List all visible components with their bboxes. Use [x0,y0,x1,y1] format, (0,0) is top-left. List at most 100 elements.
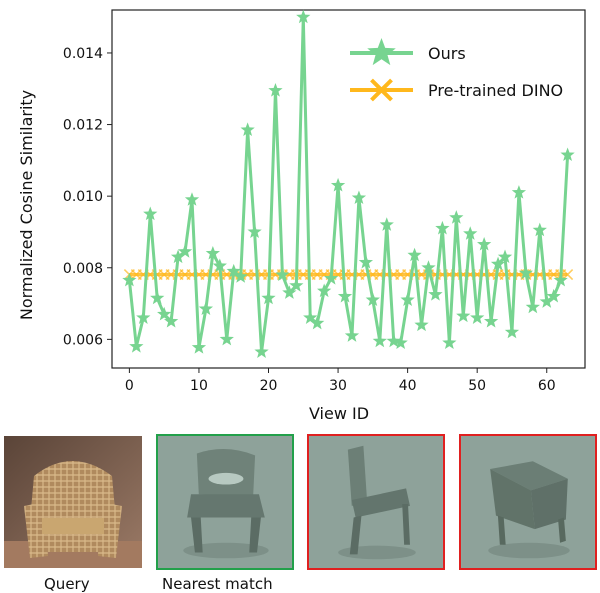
data-point [483,313,499,328]
data-point [198,301,214,315]
data-point [351,190,367,205]
data-point [463,226,478,240]
data-point [212,258,227,273]
data-point [275,267,290,281]
legend-label: Ours [428,44,466,63]
data-point [456,308,471,323]
x-tick-label: 10 [190,378,208,394]
data-point [268,83,283,97]
data-point [532,222,547,237]
wicker-chair-image [4,436,142,568]
data-point [546,288,561,303]
data-point [414,317,429,332]
data-point [435,220,450,235]
data-point [184,192,200,206]
data-point [240,122,255,136]
data-point [157,306,172,321]
data-point [261,290,276,305]
data-point [477,236,492,251]
query-caption: Query [44,575,90,593]
x-tick-label: 30 [329,378,347,394]
data-point [136,310,151,324]
y-tick-label: 0.012 [63,118,103,134]
data-point [470,310,485,324]
legend-item: Pre-trained DINO [350,78,563,102]
data-point [282,285,297,299]
x-tick-label: 40 [399,378,417,394]
y-tick-label: 0.010 [63,189,103,205]
legend-marker [367,38,396,66]
x-axis-label: View ID [309,404,369,423]
x-tick-label: 50 [468,378,486,394]
legend: Ours Pre-trained DINO [350,38,563,102]
series-line [127,15,570,354]
data-point [518,265,534,280]
data-point [233,269,248,283]
data-point [539,294,554,308]
chart: 0 10 20 30 40 50 60 0.0060.0080.0100.0120.014 … [17,9,586,423]
data-point [205,245,220,260]
query-photo [4,436,142,568]
data-point [122,272,137,287]
data-point [219,331,234,346]
data-point [289,278,304,292]
y-tick-label: 0.014 [63,46,103,62]
data-point [560,147,575,162]
render-view-2 [307,434,445,570]
data-point [317,283,332,298]
data-point [254,344,269,358]
data-point [337,288,353,303]
data-point [226,263,241,278]
x-tick-label: 60 [538,378,556,394]
data-point [525,299,540,314]
data-point [163,313,179,328]
data-point [191,340,207,354]
data-point [310,315,325,330]
data-point [428,287,443,301]
data-point [323,271,339,285]
y-tick-label: 0.008 [63,261,103,277]
x-tick-label: 0 [125,378,134,394]
data-point [553,272,568,287]
data-point [129,339,144,353]
data-point [365,292,380,307]
data-point [303,310,318,324]
chair-render-image [309,436,443,568]
series-ours [122,9,575,358]
data-point [442,335,457,350]
y-axis-label: Normalized Cosine Similarity [17,90,36,320]
data-point [393,335,408,350]
chair-render-image [158,436,292,568]
render-caption-1: Nearest match [162,575,273,593]
data-point [504,324,520,339]
legend-label: Pre-trained DINO [428,81,563,100]
data-point [407,247,422,262]
chair-render-image [461,436,595,568]
data-point [330,177,346,192]
plot-border [111,9,586,369]
data-point [490,256,506,271]
data-point [296,9,311,24]
data-point [449,210,464,224]
data-point [372,333,387,348]
render-view-1 [156,434,294,570]
data-point [170,249,186,264]
legend-item: Ours [350,38,466,66]
data-point [177,244,193,258]
render-view-3 [459,434,597,570]
data-point [344,328,360,342]
series-layer [122,9,575,358]
data-point [358,254,374,269]
plot-frame [111,9,586,369]
data-point [150,290,165,305]
legend-marker [370,78,393,102]
data-point [143,206,158,221]
data-point [379,217,394,231]
y-axis: 0.006 0.008 0.010 0.012 0.014 [63,46,112,348]
data-point [386,333,401,348]
x-axis: 0 10 20 30 40 50 60 [125,368,556,394]
x-tick-label: 20 [260,378,278,394]
data-point [421,260,436,274]
data-point [400,292,415,307]
data-point [511,185,527,199]
